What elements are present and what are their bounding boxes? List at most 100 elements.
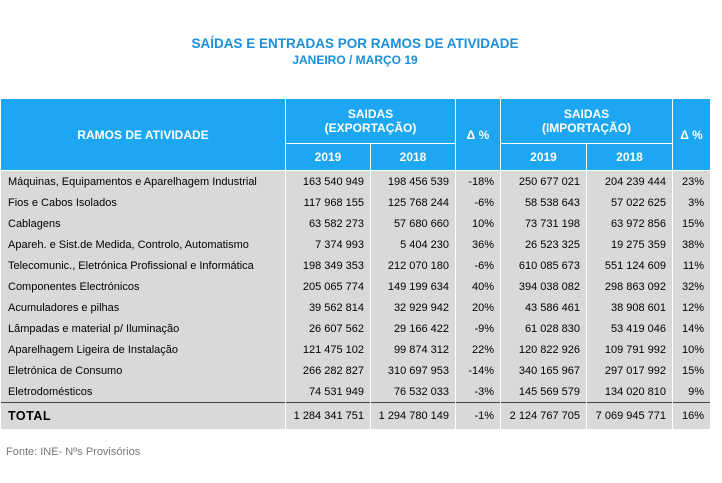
activity-cell: Aparelhagem Ligeira de Instalação	[0, 339, 286, 360]
title: SAÍDAS E ENTRADAS POR RAMOS DE ATIVIDADE	[191, 36, 519, 51]
value-cell: -14%	[455, 360, 501, 381]
table-body: Máquinas, Equipamentos e Aparelhagem Ind…	[0, 170, 712, 429]
header-year: 2018	[370, 143, 456, 171]
value-cell: 212 070 180	[370, 255, 456, 276]
value-cell: 109 791 992	[585, 339, 674, 360]
activity-cell: Máquinas, Equipamentos e Aparelhagem Ind…	[0, 170, 286, 192]
value-cell: 204 239 444	[585, 170, 674, 192]
value-cell: 32 929 942	[370, 297, 456, 318]
activity-cell: Componentes Electrónicos	[0, 276, 286, 297]
activity-cell: Fios e Cabos Isolados	[0, 192, 286, 213]
value-cell: 149 199 634	[370, 276, 456, 297]
header-text: SAIDAS	[347, 107, 394, 121]
table-row: Eletrodomésticos 74 531 949 76 532 033 -3% 1…	[0, 381, 712, 403]
value-cell: 39 562 814	[285, 297, 371, 318]
total-row: TOTAL 1 284 341 751 1 294 780 149 -1% 2 124 …	[0, 402, 712, 429]
value-cell: 22%	[455, 339, 501, 360]
value-cell: 394 038 082	[500, 276, 587, 297]
value-cell: 7 374 993	[285, 234, 371, 255]
header-year: 2019	[500, 143, 587, 171]
value-cell: 63 582 273	[285, 213, 371, 234]
value-cell: 1 294 780 149	[370, 402, 456, 429]
value-cell: 120 822 926	[500, 339, 587, 360]
value-cell: 15%	[672, 213, 712, 234]
value-cell: 53 419 046	[585, 318, 674, 339]
value-cell: 32%	[672, 276, 712, 297]
value-cell: 16%	[672, 402, 712, 429]
value-cell: 76 532 033	[370, 381, 456, 403]
value-cell: 121 475 102	[285, 339, 371, 360]
header-delta: Δ %	[672, 98, 712, 171]
header-year: 2019	[285, 143, 371, 171]
value-cell: 40%	[455, 276, 501, 297]
value-cell: 26 523 325	[500, 234, 587, 255]
value-cell: 205 065 774	[285, 276, 371, 297]
value-cell: -9%	[455, 318, 501, 339]
value-cell: 610 085 673	[500, 255, 587, 276]
header-year: 2018	[585, 143, 674, 171]
value-cell: 340 165 967	[500, 360, 587, 381]
activity-cell: TOTAL	[0, 402, 286, 429]
value-cell: 19 275 359	[585, 234, 674, 255]
source-note: Fonte: INE- Nºs Provisórios	[6, 446, 141, 458]
value-cell: 145 569 579	[500, 381, 587, 403]
value-cell: 11%	[672, 255, 712, 276]
value-cell: 297 017 992	[585, 360, 674, 381]
value-cell: 29 166 422	[370, 318, 456, 339]
table-row: Eletrónica de Consumo 266 282 827 310 697 …	[0, 360, 712, 381]
value-cell: 10%	[455, 213, 501, 234]
header-activity: RAMOS DE ATIVIDADE	[0, 98, 286, 171]
value-cell: -6%	[455, 255, 501, 276]
activity-cell: Apareh. e Sist.de Medida, Controlo, Auto…	[0, 234, 286, 255]
value-cell: 198 456 539	[370, 170, 456, 192]
value-cell: 74 531 949	[285, 381, 371, 403]
header-export: SAIDAS (EXPORTAÇÃO)	[285, 98, 456, 144]
value-cell: 99 874 312	[370, 339, 456, 360]
value-cell: 57 022 625	[585, 192, 674, 213]
value-cell: 163 540 949	[285, 170, 371, 192]
subtitle: JANEIRO / MARÇO 19	[292, 53, 418, 67]
value-cell: 310 697 953	[370, 360, 456, 381]
value-cell: 551 124 609	[585, 255, 674, 276]
table-row: Fios e Cabos Isolados 117 968 155 125 768 …	[0, 192, 712, 213]
value-cell: 10%	[672, 339, 712, 360]
value-cell: 5 404 230	[370, 234, 456, 255]
value-cell: -6%	[455, 192, 501, 213]
table-row: Acumuladores e pilhas 39 562 814 32 929 94…	[0, 297, 712, 318]
value-cell: 38%	[672, 234, 712, 255]
table-row: Cablagens 63 582 273 57 680 660 10% 73 731 1…	[0, 213, 712, 234]
header-text: (EXPORTAÇÃO)	[324, 121, 417, 135]
value-cell: -3%	[455, 381, 501, 403]
value-cell: 26 607 562	[285, 318, 371, 339]
value-cell: 198 349 353	[285, 255, 371, 276]
value-cell: 117 968 155	[285, 192, 371, 213]
value-cell: 12%	[672, 297, 712, 318]
activity-cell: Cablagens	[0, 213, 286, 234]
value-cell: 134 020 810	[585, 381, 674, 403]
value-cell: -1%	[455, 402, 501, 429]
value-cell: 63 972 856	[585, 213, 674, 234]
table-row: Lâmpadas e material p/ Iluminação 26 607 …	[0, 318, 712, 339]
value-cell: -18%	[455, 170, 501, 192]
value-cell: 58 538 643	[500, 192, 587, 213]
activity-cell: Acumuladores e pilhas	[0, 297, 286, 318]
value-cell: 38 908 601	[585, 297, 674, 318]
table-row: Componentes Electrónicos 205 065 774 149 1…	[0, 276, 712, 297]
value-cell: 7 069 945 771	[585, 402, 674, 429]
header-import: SAIDAS (IMPORTAÇÃO)	[499, 98, 674, 144]
value-cell: 298 863 092	[585, 276, 674, 297]
header-text: SAIDAS	[563, 107, 610, 121]
activity-table: RAMOS DE ATIVIDADE SAIDAS (EXPORTAÇÃO) Δ …	[0, 98, 712, 429]
value-cell: 14%	[672, 318, 712, 339]
activity-cell: Eletrodomésticos	[0, 381, 286, 403]
table-row: Aparelhagem Ligeira de Instalação 121 475…	[0, 339, 712, 360]
value-cell: 2 124 767 705	[500, 402, 587, 429]
header-text: (IMPORTAÇÃO)	[541, 121, 632, 135]
table-row: Telecomunic., Eletrónica Profissional e …	[0, 255, 712, 276]
value-cell: 266 282 827	[285, 360, 371, 381]
activity-cell: Lâmpadas e material p/ Iluminação	[0, 318, 286, 339]
activity-cell: Telecomunic., Eletrónica Profissional e …	[0, 255, 286, 276]
value-cell: 3%	[672, 192, 712, 213]
value-cell: 250 677 021	[500, 170, 587, 192]
